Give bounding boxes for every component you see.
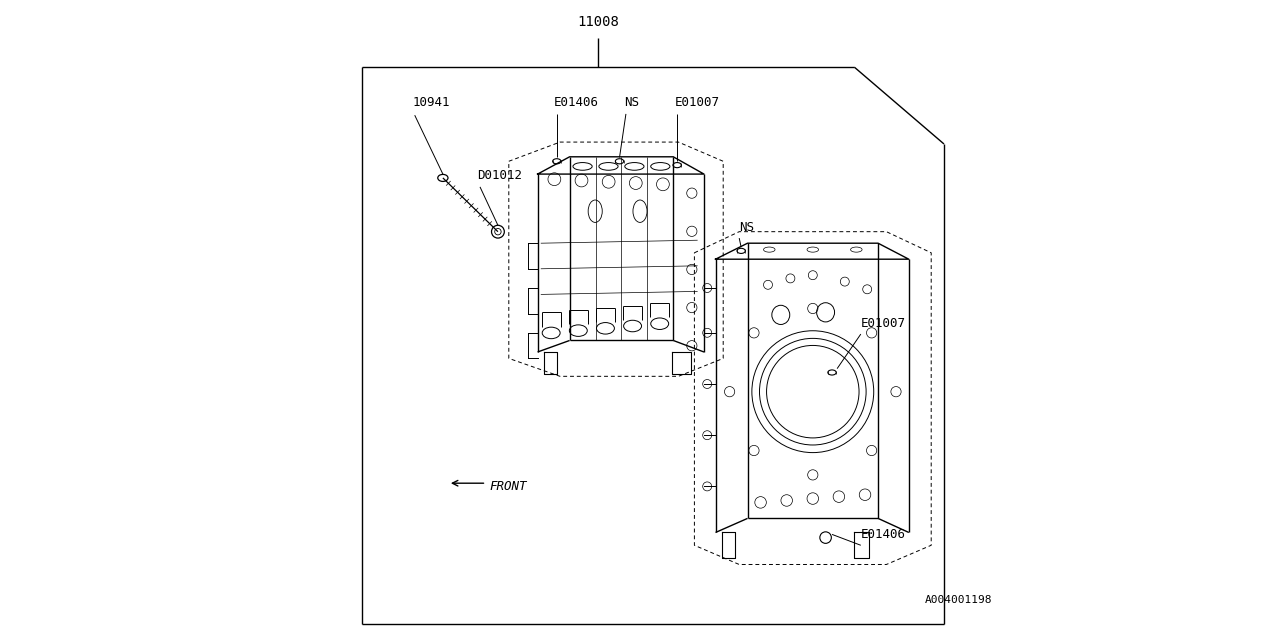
Ellipse shape [438, 174, 448, 182]
Text: A004001198: A004001198 [924, 595, 992, 605]
Text: E01406: E01406 [554, 96, 599, 109]
Text: E01406: E01406 [860, 528, 906, 541]
Text: 10941: 10941 [412, 96, 451, 109]
Text: NS: NS [625, 96, 639, 109]
Text: E01007: E01007 [676, 96, 721, 109]
Text: FRONT: FRONT [490, 480, 527, 493]
Ellipse shape [828, 370, 836, 375]
Text: 11008: 11008 [577, 15, 620, 29]
Circle shape [492, 225, 504, 238]
Ellipse shape [673, 163, 681, 168]
Ellipse shape [616, 159, 623, 164]
Text: NS: NS [740, 221, 754, 234]
Ellipse shape [737, 248, 745, 253]
Circle shape [820, 532, 832, 543]
Text: D01012: D01012 [477, 170, 522, 182]
Ellipse shape [553, 159, 561, 164]
Text: E01007: E01007 [860, 317, 906, 330]
